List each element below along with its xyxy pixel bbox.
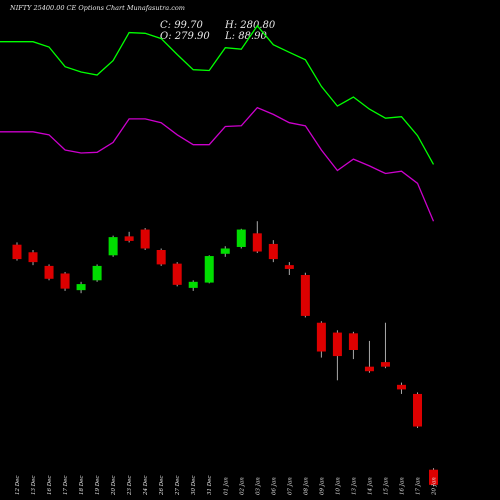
x-tick-label: 30 Dec <box>191 476 197 496</box>
candle <box>252 221 262 254</box>
x-tick-label: 13 Dec <box>31 476 37 496</box>
candle-body-up <box>76 284 86 291</box>
chart-title: NIFTY 25400.00 CE Options Chart Munafasu… <box>9 4 185 12</box>
candle <box>220 246 230 257</box>
candle-body-down <box>252 233 262 252</box>
candle-body-down <box>413 393 422 427</box>
candle <box>92 264 102 282</box>
x-tick-label: 14 Jan <box>367 477 373 495</box>
candle-body-down <box>60 273 70 289</box>
candle <box>140 228 150 250</box>
x-tick-label: 23 Dec <box>127 476 133 497</box>
candle <box>236 228 246 249</box>
close-value: C: 99.70 <box>160 20 203 31</box>
x-tick-label: 15 Jan <box>383 477 389 495</box>
candle-body-down <box>364 366 374 372</box>
candle <box>172 262 182 287</box>
x-tick-label: 03 Jan <box>255 477 261 495</box>
candle-body-up <box>92 265 102 281</box>
x-tick-label: 17 Jan <box>416 477 422 495</box>
candle-body-down <box>124 236 134 241</box>
candle <box>108 235 118 257</box>
upper-band-line <box>0 24 435 165</box>
open-value: O: 279.90 <box>160 31 210 42</box>
candle-body-down <box>348 333 358 350</box>
candle <box>124 231 134 243</box>
x-tick-label: 02 Jan <box>239 477 245 495</box>
candle-body-up <box>108 237 118 256</box>
x-tick-label: 26 Dec <box>159 476 165 497</box>
candle <box>44 264 54 281</box>
candle-body-down <box>156 250 166 265</box>
candle <box>60 271 70 291</box>
x-axis-ticks: 12 Dec 13 Dec 16 Dec 17 Dec 18 Dec 19 Dec 20 D… <box>15 476 438 497</box>
x-tick-label: 07 Jan <box>287 477 293 495</box>
high-value: H: 280.80 <box>224 20 276 31</box>
candle <box>268 240 278 263</box>
candle <box>156 248 166 266</box>
candle <box>300 272 310 318</box>
candle-body-down <box>44 265 54 279</box>
candle <box>204 255 214 284</box>
candle-body-down <box>332 332 342 357</box>
x-tick-label: 10 Jan <box>335 477 341 495</box>
candle <box>188 280 198 291</box>
bands-layer <box>0 24 435 222</box>
candle-body-down <box>316 322 326 352</box>
candle <box>429 468 439 487</box>
x-tick-label: 20 Jan <box>432 477 438 496</box>
candle-body-down <box>172 263 182 285</box>
candle-body-up <box>236 229 246 247</box>
candle-body-down <box>396 384 406 390</box>
candle-body-down <box>300 275 310 316</box>
candle-body-down <box>12 244 22 260</box>
x-tick-label: 12 Dec <box>15 476 21 496</box>
x-tick-label: 16 Dec <box>47 476 53 496</box>
candle <box>380 322 390 369</box>
candle-body-up <box>188 281 198 288</box>
x-tick-label: 01 Jan <box>223 477 229 495</box>
candle-body-up <box>204 256 214 283</box>
x-tick-label: 24 Dec <box>143 476 149 497</box>
lower-band-line <box>0 106 435 222</box>
x-tick-label: 17 Dec <box>63 476 69 496</box>
candle <box>284 262 294 275</box>
candle <box>348 331 358 360</box>
low-value: L: 88.90 <box>224 31 267 42</box>
x-tick-label: 19 Dec <box>95 476 101 496</box>
candle <box>76 281 86 294</box>
candle-body-down <box>380 362 390 367</box>
candle <box>364 340 374 373</box>
candles-layer <box>12 221 439 487</box>
x-tick-label: 06 Jan <box>271 477 277 495</box>
candle-body-down <box>429 469 439 485</box>
candle-body-down <box>28 252 38 263</box>
candle <box>332 330 342 381</box>
candle-body-down <box>140 229 150 249</box>
x-tick-label: 09 Jan <box>319 477 325 495</box>
x-tick-label: 18 Dec <box>79 476 85 496</box>
candle <box>396 382 406 394</box>
candle <box>12 242 22 261</box>
candle <box>413 392 422 429</box>
x-tick-label: 16 Jan <box>399 477 405 495</box>
x-tick-label: 13 Jan <box>351 477 357 495</box>
x-tick-label: 31 Dec <box>207 476 213 496</box>
x-tick-label: 08 Jan <box>303 477 309 495</box>
candle <box>28 250 38 266</box>
x-tick-label: 20 Dec <box>111 476 117 497</box>
candle-body-down <box>268 243 278 260</box>
candle-body-up <box>220 248 230 254</box>
x-tick-label: 27 Dec <box>175 476 181 497</box>
candle <box>316 321 326 358</box>
candle-body-down <box>284 265 294 269</box>
